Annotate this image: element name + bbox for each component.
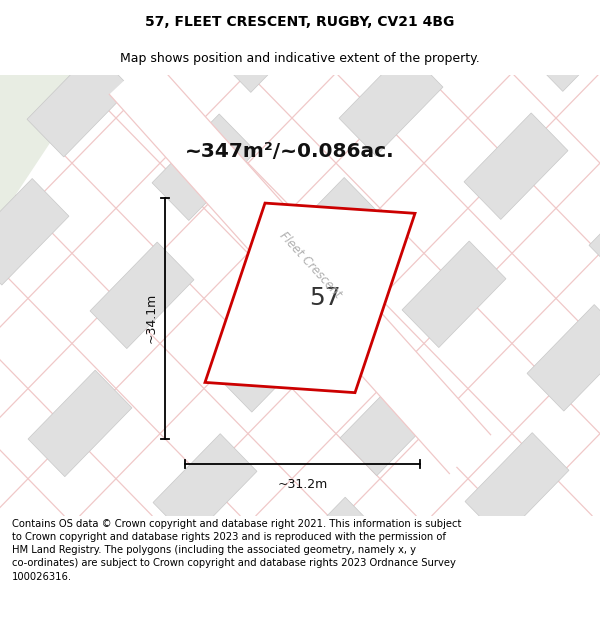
Polygon shape <box>402 241 506 348</box>
Polygon shape <box>0 0 6 93</box>
Polygon shape <box>214 0 318 92</box>
Polygon shape <box>340 369 444 476</box>
Polygon shape <box>153 434 257 540</box>
Polygon shape <box>278 498 382 604</box>
Polygon shape <box>527 304 600 411</box>
Polygon shape <box>401 0 505 28</box>
Polygon shape <box>526 0 600 91</box>
Polygon shape <box>215 306 319 412</box>
Polygon shape <box>403 561 507 625</box>
Polygon shape <box>91 562 195 625</box>
Polygon shape <box>109 56 491 474</box>
Polygon shape <box>590 496 600 602</box>
Polygon shape <box>90 242 194 349</box>
Text: Fleet Crescent: Fleet Crescent <box>277 229 344 301</box>
Text: 57, FLEET CRESCENT, RUGBY, CV21 4BG: 57, FLEET CRESCENT, RUGBY, CV21 4BG <box>145 16 455 29</box>
Polygon shape <box>464 113 568 219</box>
Text: Contains OS data © Crown copyright and database right 2021. This information is : Contains OS data © Crown copyright and d… <box>12 519 461 581</box>
Polygon shape <box>27 51 131 157</box>
Polygon shape <box>28 370 132 477</box>
Text: 57: 57 <box>309 286 341 310</box>
Polygon shape <box>205 203 415 392</box>
Polygon shape <box>528 624 600 625</box>
Polygon shape <box>89 0 193 29</box>
Text: Map shows position and indicative extent of the property.: Map shows position and indicative extent… <box>120 52 480 65</box>
Polygon shape <box>277 177 381 284</box>
Text: ~31.2m: ~31.2m <box>277 478 328 491</box>
Text: ~34.1m: ~34.1m <box>145 293 157 344</box>
Polygon shape <box>589 176 600 283</box>
Polygon shape <box>0 179 69 285</box>
Text: ~347m²/~0.086ac.: ~347m²/~0.086ac. <box>185 142 395 161</box>
Polygon shape <box>0 75 95 516</box>
Polygon shape <box>465 432 569 539</box>
Polygon shape <box>152 114 256 221</box>
Polygon shape <box>339 49 443 156</box>
